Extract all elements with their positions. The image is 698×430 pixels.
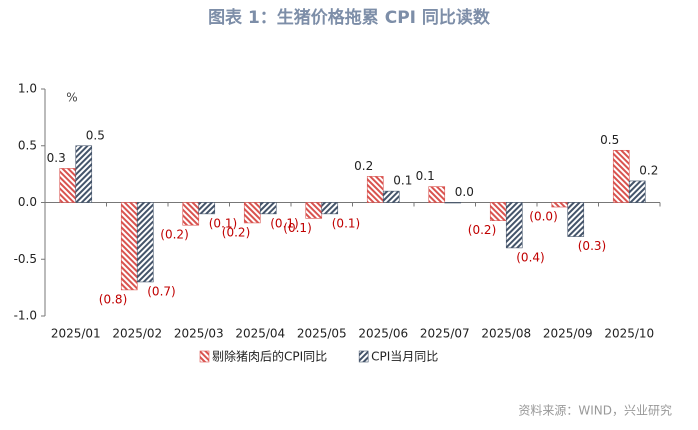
legend-label: CPI当月同比 — [371, 350, 438, 364]
value-label: 0.1 — [393, 174, 412, 188]
value-label: 0.5 — [86, 128, 105, 142]
value-label: (0.2) — [160, 228, 188, 242]
value-label: 0.5 — [600, 133, 619, 147]
bar — [120, 202, 138, 291]
bar — [567, 202, 585, 237]
value-label: 0.3 — [47, 151, 66, 165]
bar — [612, 149, 630, 203]
value-label: (0.1) — [270, 216, 298, 230]
chart-title: 图表 1：生猪价格拖累 CPI 同比读数 — [208, 7, 491, 28]
x-tick-label: 2025/04 — [235, 327, 285, 341]
value-label: (0.1) — [209, 216, 237, 230]
value-label: (0.7) — [147, 284, 175, 298]
x-tick-label: 2025/03 — [174, 327, 224, 341]
y-tick-label: 0.0 — [18, 195, 37, 209]
value-label: (0.3) — [578, 239, 606, 253]
value-label: 0.2 — [639, 163, 658, 177]
x-tick-label: 2025/09 — [543, 327, 593, 341]
value-label: (0.0) — [529, 210, 557, 224]
bar — [505, 202, 523, 249]
x-tick-label: 2025/02 — [112, 327, 162, 341]
value-label: (0.4) — [516, 250, 544, 264]
bar — [382, 190, 400, 203]
source-note: 资料来源：WIND，兴业研究 — [518, 403, 672, 418]
x-tick-label: 2025/06 — [358, 327, 408, 341]
bar — [628, 180, 646, 203]
y-tick-label: 0.5 — [18, 138, 37, 152]
bar — [59, 168, 77, 203]
bar — [75, 145, 93, 203]
bar — [489, 202, 507, 221]
x-tick-label: 2025/01 — [51, 327, 101, 341]
value-label: (0.2) — [468, 223, 496, 237]
bar — [136, 202, 154, 283]
value-label: (0.1) — [283, 221, 311, 235]
bar — [366, 176, 384, 203]
x-tick-label: 2025/07 — [420, 327, 470, 341]
bar — [305, 202, 323, 219]
bar — [551, 202, 569, 208]
y-tick-label: -1.0 — [14, 309, 37, 323]
x-tick-label: 2025/08 — [481, 327, 531, 341]
value-label: 0.1 — [416, 169, 435, 183]
bar — [259, 202, 277, 215]
y-tick-label: 1.0 — [18, 82, 37, 96]
legend-label: 剔除猪肉后的CPI同比 — [212, 349, 327, 364]
x-tick-label: 2025/10 — [604, 327, 654, 341]
value-label: 0.0 — [455, 185, 474, 199]
value-label: (0.2) — [222, 225, 250, 239]
x-tick-label: 2025/05 — [297, 327, 347, 341]
legend-swatch — [358, 350, 369, 363]
legend-swatch — [199, 350, 210, 363]
bar — [243, 202, 261, 224]
bar — [198, 202, 216, 215]
value-label: (0.8) — [99, 292, 127, 306]
bar — [321, 202, 339, 215]
value-label: 0.2 — [354, 159, 373, 173]
bar — [182, 202, 200, 226]
value-label: (0.1) — [332, 216, 360, 230]
y-tick-label: -0.5 — [14, 252, 37, 266]
bar — [428, 186, 446, 203]
y-unit: % — [66, 91, 77, 105]
bar — [444, 202, 462, 204]
